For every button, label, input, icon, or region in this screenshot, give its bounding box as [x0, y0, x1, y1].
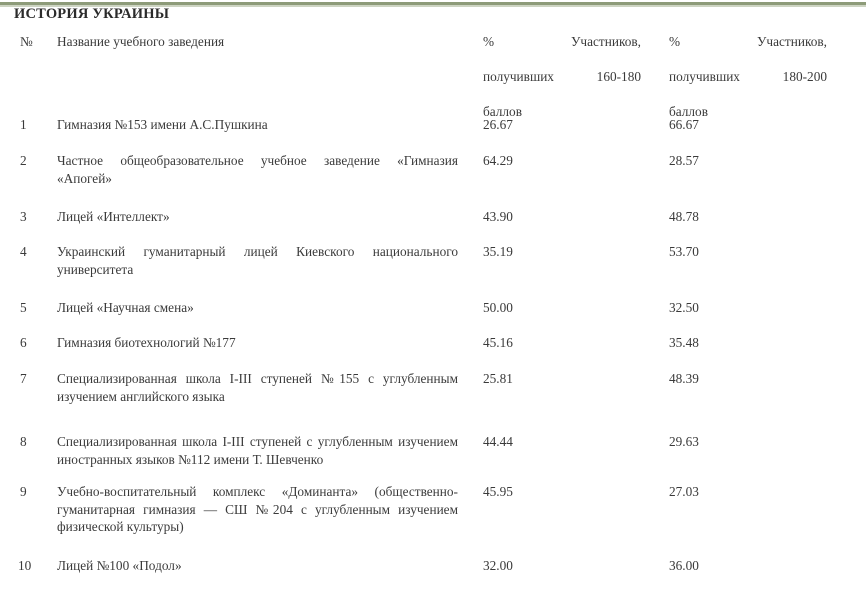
- percent-160-180: 45.95: [483, 484, 513, 499]
- row-number: 10: [18, 558, 32, 573]
- header-percent-label: %: [483, 34, 495, 49]
- percent-160-180: 64.29: [483, 153, 513, 168]
- percent-180-200: 35.48: [669, 335, 699, 350]
- school-name: Лицей №100 «Подол»: [57, 558, 182, 573]
- row-number: 9: [20, 484, 27, 499]
- header-points-label: баллов: [669, 104, 708, 120]
- header-range-label: 160-180: [596, 69, 641, 85]
- percent-160-180: 35.19: [483, 244, 513, 259]
- row-number: 6: [20, 335, 27, 350]
- school-name: Лицей «Научная смена»: [57, 300, 194, 315]
- row-number: 7: [20, 371, 27, 386]
- page-title: ИСТОРИЯ УКРАИНЫ: [14, 6, 170, 22]
- column-header-number: №: [20, 34, 33, 49]
- percent-160-180: 43.90: [483, 209, 513, 224]
- column-header-160-180: % Участников, получивших 160-180 баллов: [483, 33, 641, 121]
- column-header-180-200: % Участников, получивших 180-200 баллов: [669, 33, 827, 121]
- header-points-label: баллов: [483, 104, 522, 120]
- table-header-row: № Название учебного заведения % Участник…: [0, 33, 866, 119]
- percent-160-180: 32.00: [483, 558, 513, 573]
- row-number: 5: [20, 300, 27, 315]
- column-header-name: Название учебного заведения: [57, 34, 225, 49]
- row-number: 3: [20, 209, 27, 224]
- header-participants-label: Участников,: [757, 34, 827, 49]
- percent-180-200: 48.78: [669, 209, 699, 224]
- percent-180-200: 48.39: [669, 371, 699, 386]
- header-participants-label: Участников,: [571, 34, 641, 49]
- school-name: Гимназия №153 имени А.С.Пушкина: [57, 117, 268, 132]
- header-percent-label: %: [669, 34, 681, 49]
- percent-180-200: 28.57: [669, 153, 699, 168]
- school-name: Частное общеобразовательное учебное заве…: [57, 153, 458, 186]
- percent-180-200: 53.70: [669, 244, 699, 259]
- school-name: Специализированная школа I-III ступеней …: [57, 371, 458, 404]
- row-number: 8: [20, 434, 27, 449]
- percent-160-180: 44.44: [483, 434, 513, 449]
- schools-ranking-table: № Название учебного заведения % Участник…: [0, 33, 866, 573]
- percent-180-200: 36.00: [669, 558, 699, 573]
- school-name: Лицей «Интеллект»: [57, 209, 170, 224]
- row-number: 4: [20, 244, 27, 259]
- school-name: Украинский гуманитарный лицей Киевского …: [57, 244, 458, 277]
- header-range-label: 180-200: [782, 69, 827, 85]
- percent-160-180: 25.81: [483, 371, 513, 386]
- top-accent-rule: [0, 2, 866, 5]
- school-name: Гимназия биотехнологий №177: [57, 335, 236, 350]
- percent-160-180: 50.00: [483, 300, 513, 315]
- percent-180-200: 32.50: [669, 300, 699, 315]
- percent-180-200: 29.63: [669, 434, 699, 449]
- school-name: Учебно-воспитательный комплекс «Доминант…: [57, 484, 458, 535]
- row-number: 2: [20, 153, 27, 168]
- top-accent-rule-soft: [0, 5, 866, 7]
- percent-160-180: 45.16: [483, 335, 513, 350]
- row-number: 1: [20, 117, 27, 132]
- header-received-label: получивших: [669, 69, 740, 85]
- percent-160-180: 26.67: [483, 117, 513, 132]
- percent-180-200: 66.67: [669, 117, 699, 132]
- percent-180-200: 27.03: [669, 484, 699, 499]
- header-received-label: получивших: [483, 69, 554, 85]
- school-name: Специализированная школа I-III ступеней …: [57, 434, 458, 467]
